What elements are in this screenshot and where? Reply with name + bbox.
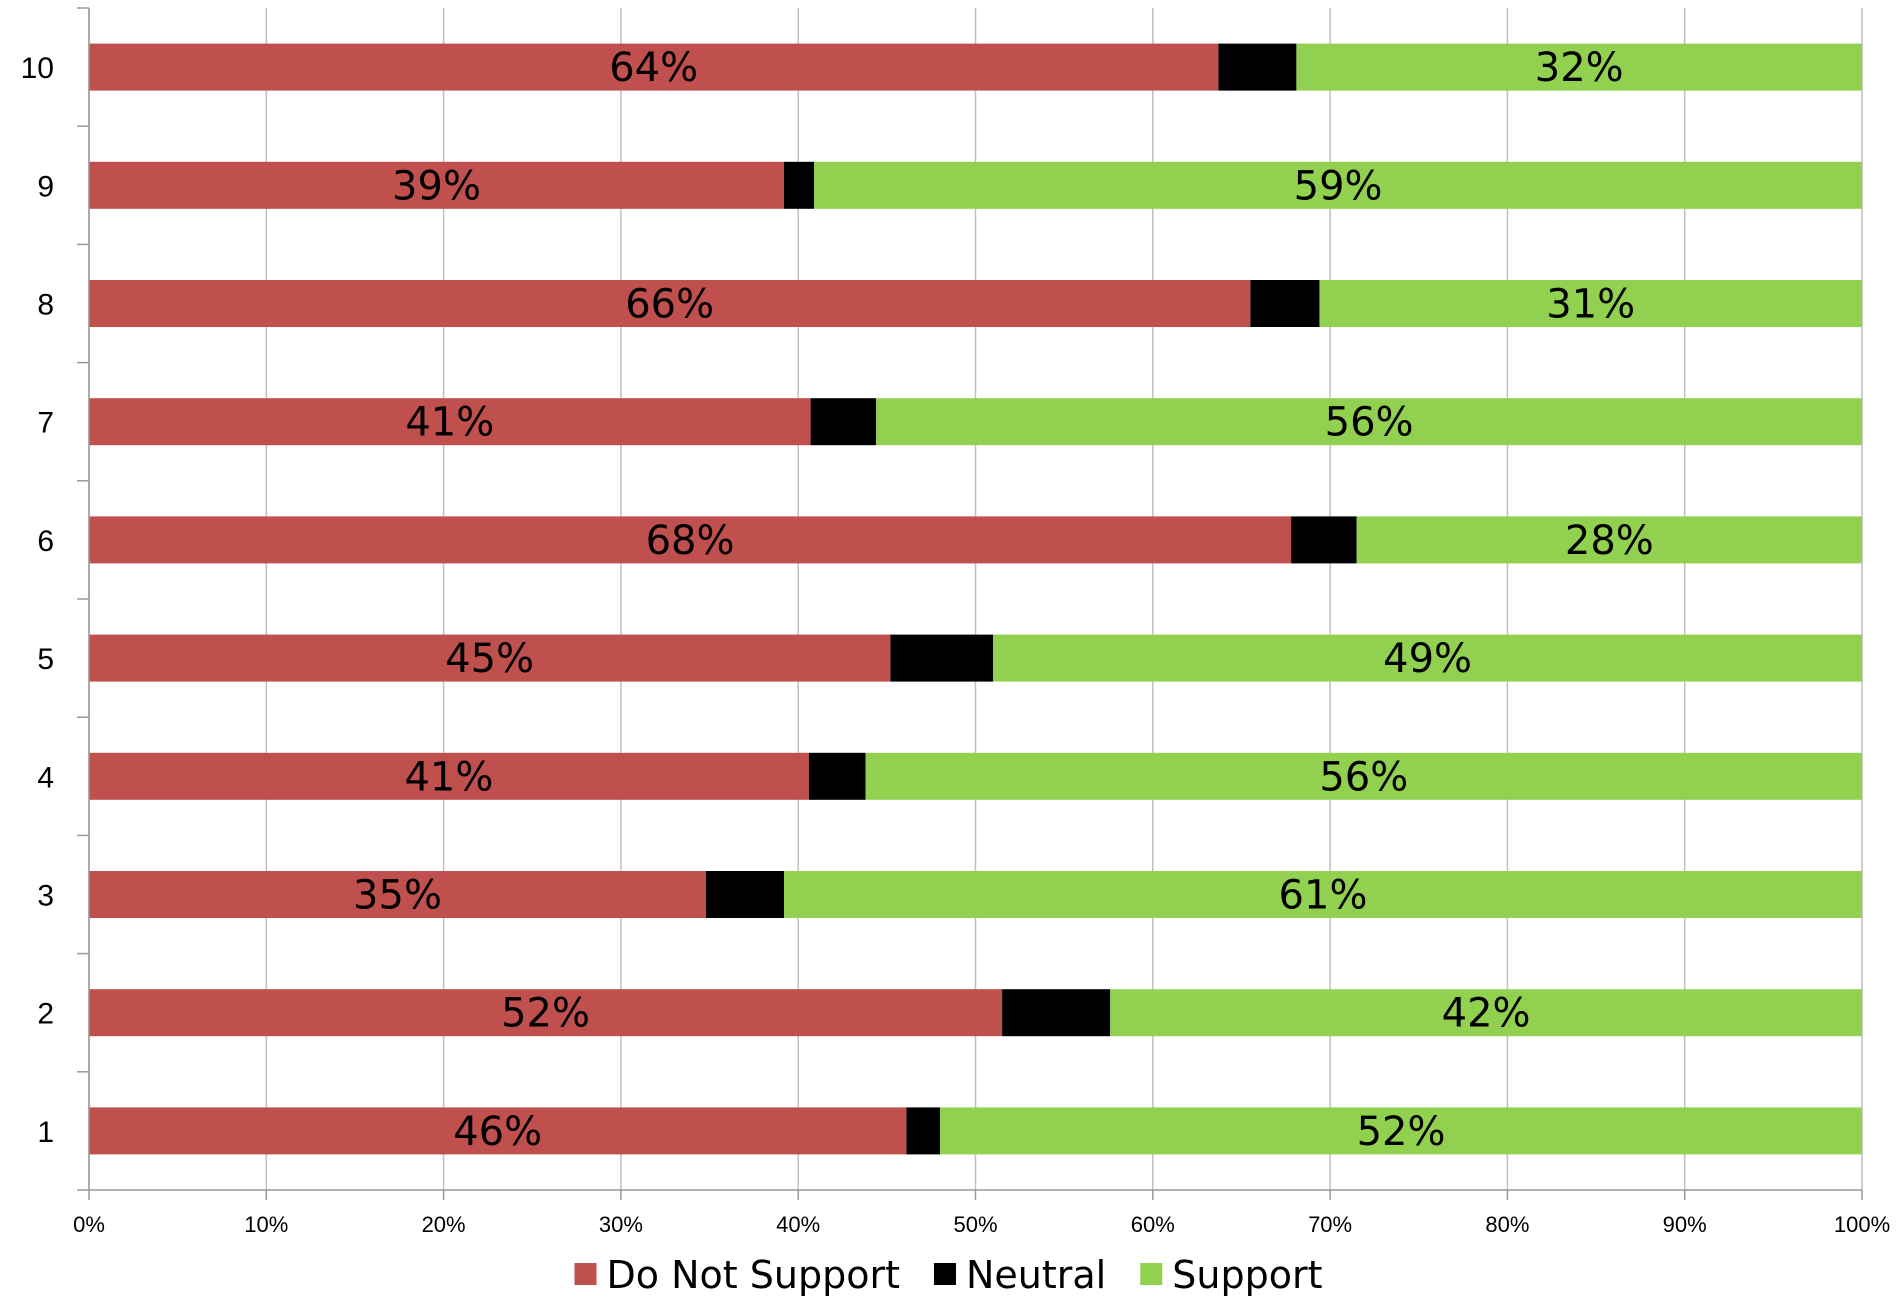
data-label: 39% <box>392 163 481 209</box>
bar-segment-neutral <box>1002 989 1111 1037</box>
data-label: 42% <box>1442 991 1531 1037</box>
y-tick-label: 6 <box>37 525 54 558</box>
bar-segment-neutral <box>810 398 877 446</box>
bar-segment-neutral <box>906 1107 941 1155</box>
bar-segment-neutral <box>808 752 866 800</box>
bar-segment-neutral <box>890 634 994 682</box>
bar-segment-do-not-support <box>89 871 707 918</box>
bars-layer <box>89 43 1862 1155</box>
bar-segment-do-not-support <box>89 989 1003 1037</box>
bar-segment-neutral <box>1291 516 1357 564</box>
data-label: 46% <box>453 1109 542 1155</box>
x-tick-label: 50% <box>953 1212 997 1237</box>
y-tick-label: 2 <box>37 998 54 1031</box>
bar-segment-support <box>865 752 1862 800</box>
data-label: 28% <box>1565 518 1654 564</box>
y-tick-label: 8 <box>37 289 54 322</box>
bar-segment-neutral <box>784 161 815 209</box>
bar-segment-do-not-support <box>89 1107 907 1155</box>
bar-segment-support <box>1356 516 1862 564</box>
x-tick-label: 60% <box>1131 1212 1175 1237</box>
legend-label: Neutral <box>966 1253 1106 1297</box>
labels-layer: 46% 52% 52% 42% 35% 61% 41% 56% 45% 49% 68% 28% 41% 5… <box>353 45 1654 1155</box>
bar-segment-do-not-support <box>89 634 891 682</box>
legend-label: Do Not Support <box>607 1253 900 1297</box>
data-label: 52% <box>1357 1109 1446 1155</box>
x-tick-label: 0% <box>73 1212 105 1237</box>
bar-segment-support <box>1110 989 1862 1037</box>
legend: Do Not Support Neutral Support <box>574 1253 1322 1297</box>
bar-segment-support <box>1296 43 1862 91</box>
data-label: 68% <box>646 518 735 564</box>
x-tick-label: 10% <box>244 1212 288 1237</box>
y-tick-label: 10 <box>21 52 54 85</box>
y-tick-label: 3 <box>37 880 54 913</box>
bar-segment-neutral <box>1250 280 1320 327</box>
data-label: 64% <box>609 45 698 91</box>
bar-segment-neutral <box>706 871 785 918</box>
y-tick-label: 7 <box>37 407 54 440</box>
y-tick-label: 1 <box>37 1116 54 1149</box>
data-label: 49% <box>1383 636 1472 682</box>
data-label: 31% <box>1546 282 1635 328</box>
bar-segment-neutral <box>1218 43 1297 91</box>
legend-swatch <box>1140 1263 1163 1285</box>
bar-segment-do-not-support <box>89 398 811 446</box>
data-label: 59% <box>1294 163 1383 209</box>
bar-segment-support <box>993 634 1862 682</box>
x-tick-label: 70% <box>1308 1212 1352 1237</box>
x-tick-label: 40% <box>776 1212 820 1237</box>
data-label: 56% <box>1325 400 1414 446</box>
data-label: 35% <box>353 873 442 919</box>
bar-segment-do-not-support <box>89 752 809 800</box>
legend-label: Support <box>1172 1253 1322 1297</box>
legend-swatch <box>574 1263 597 1285</box>
y-tick-label: 9 <box>37 170 54 203</box>
data-label: 66% <box>625 282 714 328</box>
x-tick-label: 100% <box>1834 1212 1890 1237</box>
bar-segment-support <box>876 398 1862 446</box>
x-tick-label: 20% <box>422 1212 466 1237</box>
bar-segment-support <box>814 161 1862 209</box>
bar-segment-support <box>784 871 1862 918</box>
data-label: 41% <box>404 754 493 800</box>
bar-segment-support <box>1319 280 1862 327</box>
axis-layer: 0% 10% 20% 30% 40% 50% 60% 70% 80% 90% 100% 1 2 3 4 5 6 7… <box>21 7 1890 1237</box>
data-label: 61% <box>1279 873 1368 919</box>
x-tick-label: 80% <box>1485 1212 1529 1237</box>
bar-segment-do-not-support <box>89 280 1251 327</box>
y-tick-label: 5 <box>37 643 54 676</box>
x-tick-label: 90% <box>1663 1212 1707 1237</box>
data-label: 52% <box>501 991 590 1037</box>
legend-swatch <box>933 1263 956 1285</box>
data-label: 56% <box>1319 754 1408 800</box>
data-label: 32% <box>1535 45 1624 91</box>
y-tick-label: 4 <box>37 761 54 794</box>
bar-segment-do-not-support <box>89 161 785 209</box>
bar-segment-do-not-support <box>89 516 1292 564</box>
data-label: 45% <box>445 636 534 682</box>
bar-segment-support <box>940 1107 1862 1155</box>
bar-segment-do-not-support <box>89 43 1219 91</box>
data-label: 41% <box>405 400 494 446</box>
x-tick-label: 30% <box>599 1212 643 1237</box>
